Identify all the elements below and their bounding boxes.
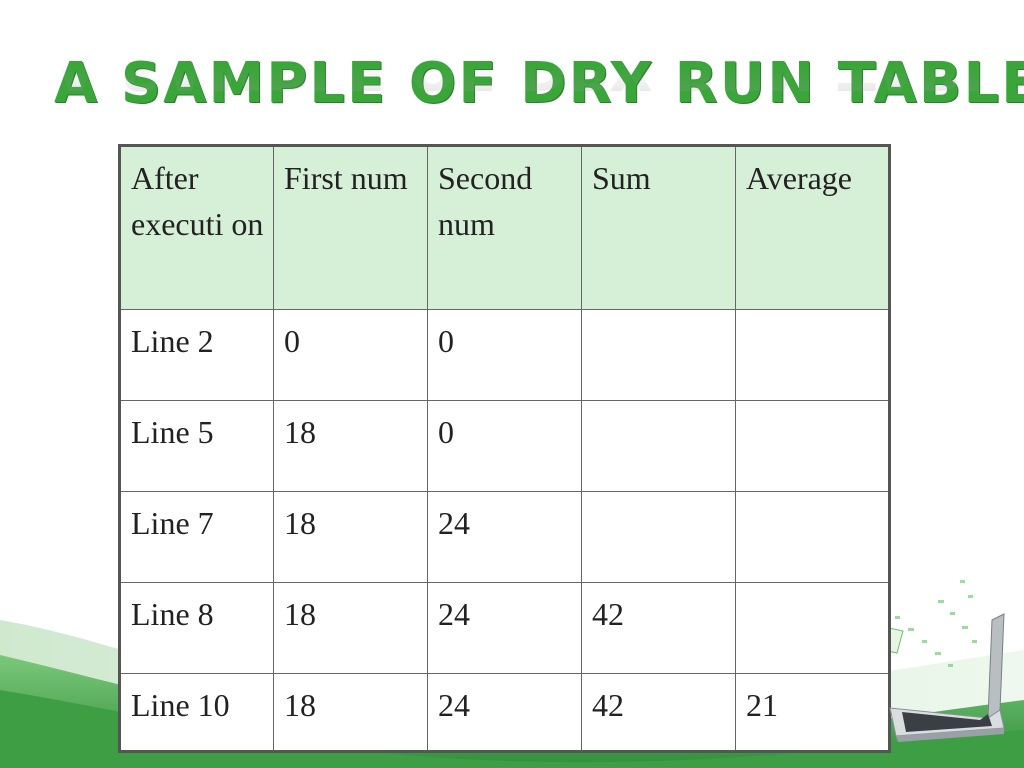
table-cell: 18 (273, 582, 428, 674)
table-cell: 24 (427, 582, 582, 674)
table-cell (735, 400, 890, 492)
table-cell: 18 (273, 491, 428, 583)
table-row: Line 5 18 0 (119, 400, 890, 492)
table-cell: Line 2 (119, 309, 274, 401)
header-average: Average (735, 145, 890, 310)
table-cell: 24 (427, 673, 582, 752)
header-second-num: Second num (427, 145, 582, 310)
table-cell (581, 491, 736, 583)
table-cell: 24 (427, 491, 582, 583)
table-cell: Line 7 (119, 491, 274, 583)
table-cell: Line 5 (119, 400, 274, 492)
table-cell (735, 309, 890, 401)
table-cell: 42 (581, 582, 736, 674)
table-cell: 18 (273, 673, 428, 752)
table-row: Line 8 18 24 42 (119, 582, 890, 674)
table-cell (581, 309, 736, 401)
header-after-execution: After executi on (119, 145, 274, 310)
table-cell (735, 582, 890, 674)
dry-run-table: After executi on First num Second num Su… (118, 144, 891, 753)
header-first-num: First num (273, 145, 428, 310)
table-header-row: After executi on First num Second num Su… (119, 145, 890, 310)
table-cell: 0 (427, 400, 582, 492)
header-sum: Sum (581, 145, 736, 310)
table-cell: 0 (427, 309, 582, 401)
table-cell: 21 (735, 673, 890, 752)
table-row: Line 7 18 24 (119, 491, 890, 583)
table-row: Line 2 0 0 (119, 309, 890, 401)
table-cell: 0 (273, 309, 428, 401)
table-cell: 42 (581, 673, 736, 752)
table-cell: Line 10 (119, 673, 274, 752)
table-row: Line 10 18 24 42 21 (119, 673, 890, 752)
table-cell (581, 400, 736, 492)
table-cell (735, 491, 890, 583)
laptop-icon (889, 613, 1005, 742)
table-cell: 18 (273, 400, 428, 492)
slide-title: A sample of dry run table (54, 51, 1024, 116)
table-cell: Line 8 (119, 582, 274, 674)
